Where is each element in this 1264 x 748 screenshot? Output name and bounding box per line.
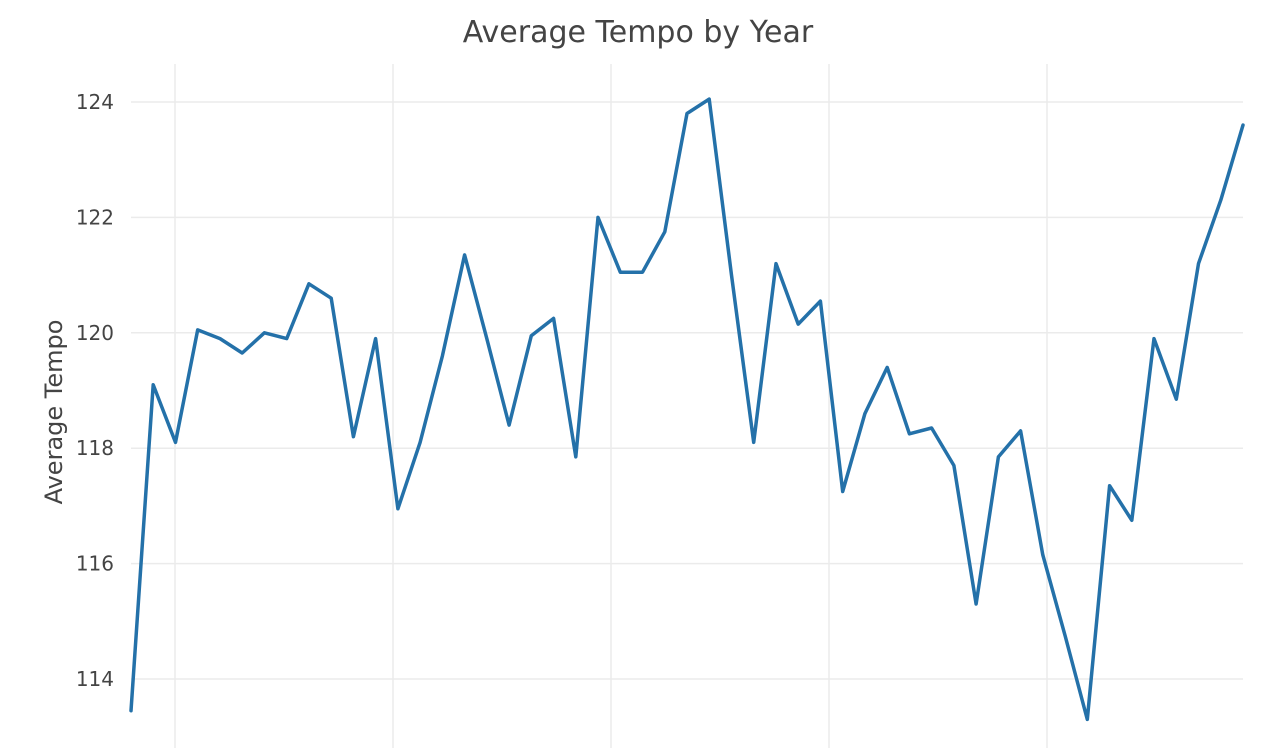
chart-title: Average Tempo by Year [463,15,814,50]
y-axis-ticks: 114 116 118 120 122 124 [76,90,114,691]
y-tick-label: 122 [76,205,114,229]
series [129,97,1245,722]
y-tick-label: 120 [76,321,114,345]
y-tick-label: 118 [76,436,114,460]
y-tick-label: 114 [76,667,114,691]
series-line [129,97,1245,722]
y-tick-label: 116 [76,552,114,576]
y-axis-label: Average Tempo [40,320,68,505]
grid [131,64,1243,748]
y-tick-label: 124 [76,90,114,114]
